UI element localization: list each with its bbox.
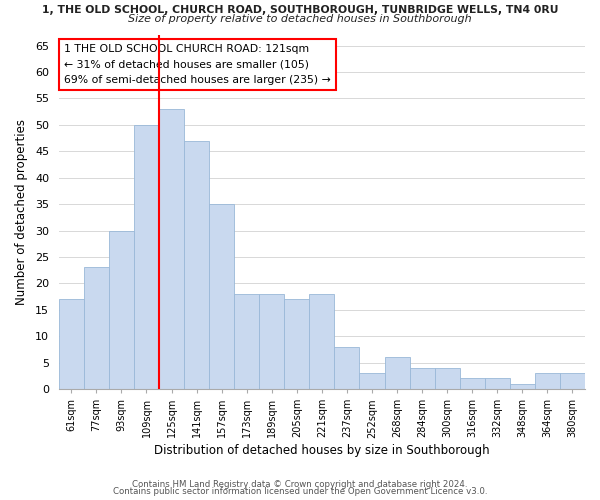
Text: 1, THE OLD SCHOOL, CHURCH ROAD, SOUTHBOROUGH, TUNBRIDGE WELLS, TN4 0RU: 1, THE OLD SCHOOL, CHURCH ROAD, SOUTHBOR…: [42, 5, 558, 15]
Bar: [84, 268, 109, 389]
Bar: [184, 140, 209, 389]
Bar: [59, 299, 84, 389]
Bar: [284, 299, 310, 389]
Bar: [159, 109, 184, 389]
Bar: [535, 373, 560, 389]
X-axis label: Distribution of detached houses by size in Southborough: Distribution of detached houses by size …: [154, 444, 490, 458]
Bar: [310, 294, 334, 389]
Bar: [434, 368, 460, 389]
Text: Size of property relative to detached houses in Southborough: Size of property relative to detached ho…: [128, 14, 472, 24]
Y-axis label: Number of detached properties: Number of detached properties: [15, 119, 28, 305]
Bar: [460, 378, 485, 389]
Bar: [134, 125, 159, 389]
Text: Contains HM Land Registry data © Crown copyright and database right 2024.: Contains HM Land Registry data © Crown c…: [132, 480, 468, 489]
Bar: [234, 294, 259, 389]
Bar: [560, 373, 585, 389]
Text: 1 THE OLD SCHOOL CHURCH ROAD: 121sqm
← 31% of detached houses are smaller (105)
: 1 THE OLD SCHOOL CHURCH ROAD: 121sqm ← 3…: [64, 44, 331, 85]
Bar: [109, 230, 134, 389]
Bar: [209, 204, 234, 389]
Bar: [334, 347, 359, 389]
Bar: [259, 294, 284, 389]
Bar: [359, 373, 385, 389]
Bar: [385, 358, 410, 389]
Bar: [485, 378, 510, 389]
Bar: [410, 368, 434, 389]
Bar: [510, 384, 535, 389]
Text: Contains public sector information licensed under the Open Government Licence v3: Contains public sector information licen…: [113, 487, 487, 496]
